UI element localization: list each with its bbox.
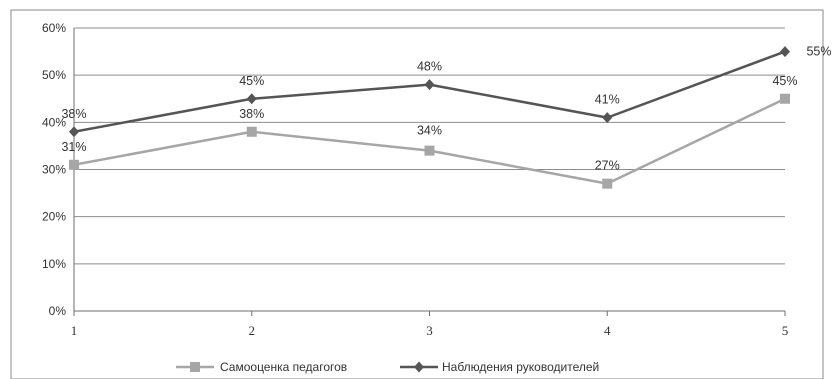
data-point	[69, 126, 79, 138]
data-label: 38%	[239, 107, 264, 121]
x-tick-label: 2	[249, 323, 256, 338]
data-label: 34%	[417, 124, 442, 138]
data-point	[780, 46, 790, 58]
data-point	[602, 178, 613, 189]
data-label: 31%	[61, 140, 86, 154]
legend-marker	[414, 361, 424, 373]
y-tick-label: 20%	[42, 210, 66, 224]
chart-border	[10, 9, 824, 379]
series-lines	[69, 46, 790, 189]
x-tick-label: 4	[604, 323, 611, 338]
data-point	[424, 79, 435, 91]
legend-label: Наблюдения руководителей	[442, 360, 599, 374]
x-tick-label: 1	[71, 323, 78, 338]
legend-marker	[190, 362, 200, 372]
data-point	[602, 112, 613, 124]
y-tick-label: 30%	[42, 163, 66, 177]
y-tick-label: 60%	[42, 21, 66, 35]
legend: Самооценка педагогов Наблюдения руководит…	[176, 360, 599, 374]
data-point	[69, 159, 79, 170]
y-tick-label: 50%	[42, 68, 66, 82]
data-label: 41%	[595, 93, 620, 107]
data-labels: 31% 38% 34% 27% 45% 38% 45% 48% 41% 55%	[61, 45, 831, 173]
data-label: 45%	[239, 74, 264, 88]
data-label: 45%	[772, 74, 797, 88]
data-point	[246, 126, 257, 137]
x-tick-label: 5	[782, 323, 789, 338]
data-point	[246, 93, 257, 105]
axes: 0% 10% 20% 30% 40% 50% 60% 1 2 3 4 5	[42, 21, 788, 338]
x-tick-label: 3	[426, 323, 433, 338]
data-label: 48%	[417, 60, 442, 74]
data-label: 38%	[61, 107, 86, 121]
data-label: 27%	[595, 159, 620, 173]
y-tick-label: 40%	[42, 115, 66, 129]
y-tick-label: 0%	[49, 304, 67, 318]
y-tick-label: 10%	[42, 257, 66, 271]
data-label: 55%	[806, 45, 831, 59]
data-point	[780, 93, 790, 104]
gridlines	[74, 27, 785, 265]
legend-label: Самооценка педагогов	[220, 360, 347, 374]
data-point	[424, 145, 435, 156]
